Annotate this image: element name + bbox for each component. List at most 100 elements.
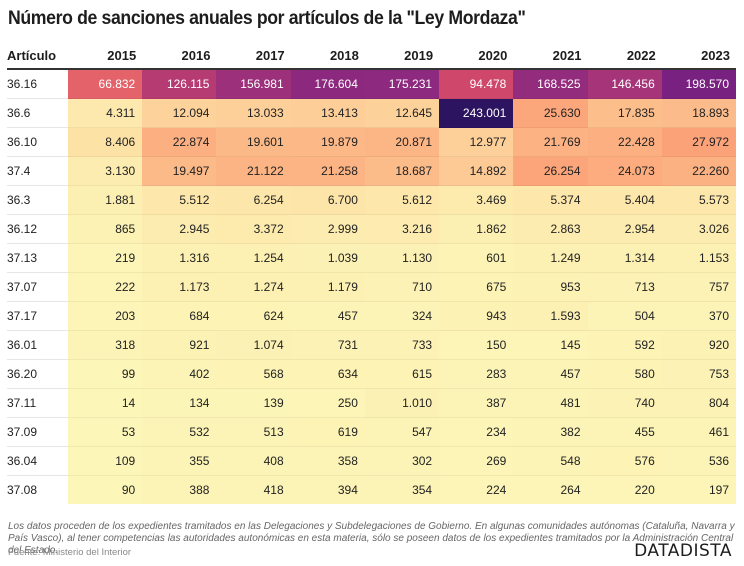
table-row: 37.07 222 1.173 1.274 1.179 710 675 953 713 757 xyxy=(7,272,736,302)
heatmap-cell: 615 xyxy=(364,359,440,389)
row-label: 36.6 xyxy=(7,98,68,128)
heatmap-cell: 455 xyxy=(587,417,662,447)
heatmap-cell: 5.573 xyxy=(661,185,736,215)
heatmap-cell: 504 xyxy=(587,301,662,331)
heatmap-cell: 1.314 xyxy=(587,243,662,273)
heatmap-cell: 1.316 xyxy=(142,243,217,273)
table-row: 37.13 219 1.316 1.254 1.039 1.130 601 1.249 1.31… xyxy=(7,243,736,273)
header-year[interactable]: 2022 xyxy=(626,47,656,63)
table-row: 36.04 109 355 408 358 302 269 548 576 536 xyxy=(7,446,736,476)
heatmap-cell: 457 xyxy=(513,359,588,389)
heatmap-cell: 1.274 xyxy=(216,272,291,302)
heatmap-cell: 26.254 xyxy=(513,156,588,186)
header-year[interactable]: 2023 xyxy=(701,47,730,63)
heatmap-cell: 5.404 xyxy=(587,185,662,215)
heatmap-cell: 358 xyxy=(290,446,365,476)
heatmap-cell: 576 xyxy=(587,446,662,476)
header-year[interactable]: 2021 xyxy=(552,47,582,63)
heatmap-cell: 21.769 xyxy=(513,127,588,157)
header-row: Artículo 2015 2016 2017 2018 2019 2020 2021 202… xyxy=(7,42,736,69)
heatmap-cell: 580 xyxy=(587,359,662,389)
heatmap-cell: 146.456 xyxy=(587,69,662,99)
header-year[interactable]: 2017 xyxy=(255,47,285,63)
row-label: 36.10 xyxy=(7,127,68,157)
heatmap-cell: 24.073 xyxy=(587,156,662,186)
header-article[interactable]: Artículo xyxy=(7,47,57,63)
heatmap-cell: 601 xyxy=(439,243,514,273)
row-label: 37.17 xyxy=(7,301,68,331)
heatmap-cell: 198.570 xyxy=(661,69,736,99)
heatmap-cell: 222 xyxy=(68,272,143,302)
footnote: Los datos proceden de los expedientes tr… xyxy=(8,521,735,556)
heatmap-cell: 18.687 xyxy=(364,156,440,186)
heatmap-cell: 14 xyxy=(68,388,143,418)
heatmap-cell: 264 xyxy=(513,475,588,504)
table-row: 36.16 66.832 126.115 156.981 176.604 175.231 9… xyxy=(7,69,736,99)
table-row: 37.08 90 388 418 394 354 224 264 220 197 xyxy=(7,475,736,504)
heatmap-cell: 5.374 xyxy=(513,185,588,215)
heatmap-cell: 3.130 xyxy=(68,156,143,186)
header-year[interactable]: 2019 xyxy=(404,47,434,63)
table-row: 37.4 3.130 19.497 21.122 21.258 18.687 14.892 2… xyxy=(7,156,736,186)
heatmap-cell: 175.231 xyxy=(364,69,440,99)
heatmap-cell: 22.428 xyxy=(587,127,662,157)
header-year[interactable]: 2018 xyxy=(329,47,359,63)
heatmap-cell: 2.863 xyxy=(513,214,588,244)
brand-logo: DATADISTA xyxy=(634,541,732,561)
heatmap-cell: 3.469 xyxy=(439,185,514,215)
heatmap-cell: 1.881 xyxy=(68,185,143,215)
heatmap-cell: 731 xyxy=(290,330,365,360)
header-year[interactable]: 2020 xyxy=(478,47,508,63)
heatmap-cell: 20.871 xyxy=(364,127,440,157)
heatmap-cell: 382 xyxy=(513,417,588,447)
row-label: 36.01 xyxy=(7,330,68,360)
heatmap-cell: 355 xyxy=(142,446,217,476)
heatmap-cell: 461 xyxy=(661,417,736,447)
heatmap-cell: 109 xyxy=(68,446,143,476)
heatmap-cell: 13.033 xyxy=(216,98,291,128)
heatmap-cell: 675 xyxy=(439,272,514,302)
heatmap-table: Artículo 2015 2016 2017 2018 2019 2020 2021 202… xyxy=(7,42,736,504)
heatmap-cell: 536 xyxy=(661,446,736,476)
heatmap-cell: 318 xyxy=(68,330,143,360)
table-row: 37.17 203 684 624 457 324 943 1.593 504 370 xyxy=(7,301,736,331)
table-row: 36.01 318 921 1.074 731 733 150 145 592 920 xyxy=(7,330,736,360)
heatmap-cell: 22.874 xyxy=(142,127,217,157)
heatmap-cell: 18.893 xyxy=(661,98,736,128)
table-row: 36.12 865 2.945 3.372 2.999 3.216 1.862 2.863 2.… xyxy=(7,214,736,244)
heatmap-cell: 4.311 xyxy=(68,98,143,128)
table-body: 36.16 66.832 126.115 156.981 176.604 175.231 9… xyxy=(7,69,736,504)
heatmap-cell: 354 xyxy=(364,475,440,504)
heatmap-cell: 1.593 xyxy=(513,301,588,331)
row-label: 37.4 xyxy=(7,156,68,186)
heatmap-cell: 66.832 xyxy=(68,69,143,99)
heatmap-cell: 19.879 xyxy=(290,127,365,157)
heatmap-cell: 1.249 xyxy=(513,243,588,273)
table-row: 37.11 14 134 139 250 1.010 387 481 740 804 xyxy=(7,388,736,418)
header-year[interactable]: 2015 xyxy=(107,47,137,63)
heatmap-cell: 408 xyxy=(216,446,291,476)
heatmap-cell: 99 xyxy=(68,359,143,389)
heatmap-cell: 3.216 xyxy=(364,214,440,244)
heatmap-cell: 710 xyxy=(364,272,440,302)
heatmap-cell: 3.026 xyxy=(661,214,736,244)
heatmap-cell: 220 xyxy=(587,475,662,504)
heatmap-cell: 1.074 xyxy=(216,330,291,360)
chart-title: Número de sanciones anuales por artículo… xyxy=(8,8,526,29)
header-year[interactable]: 2016 xyxy=(181,47,211,63)
heatmap-cell: 19.601 xyxy=(216,127,291,157)
heatmap-cell: 953 xyxy=(513,272,588,302)
heatmap-cell: 203 xyxy=(68,301,143,331)
heatmap-cell: 21.258 xyxy=(290,156,365,186)
heatmap-cell: 126.115 xyxy=(142,69,217,99)
row-label: 37.13 xyxy=(7,243,68,273)
heatmap-cell: 740 xyxy=(587,388,662,418)
heatmap-cell: 2.954 xyxy=(587,214,662,244)
heatmap-cell: 302 xyxy=(364,446,440,476)
heatmap-cell: 592 xyxy=(587,330,662,360)
heatmap-cell: 1.153 xyxy=(661,243,736,273)
heatmap-cell: 3.372 xyxy=(216,214,291,244)
heatmap-cell: 370 xyxy=(661,301,736,331)
heatmap-cell: 22.260 xyxy=(661,156,736,186)
heatmap-cell: 6.700 xyxy=(290,185,365,215)
